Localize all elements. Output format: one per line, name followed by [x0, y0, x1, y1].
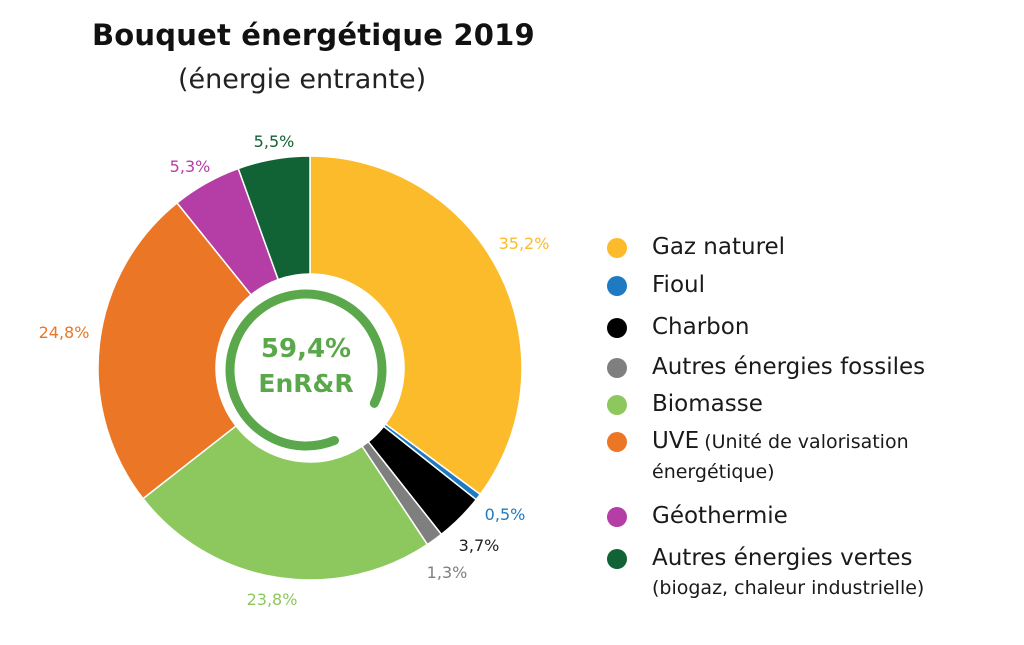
slice-value-label: 3,7% — [459, 536, 500, 555]
legend-swatch — [607, 276, 627, 296]
legend-item: Autres énergies fossiles — [604, 352, 1014, 389]
legend-label: Gaz naturel — [652, 234, 786, 260]
legend-item: Géothermie — [604, 501, 1014, 543]
center-label: EnR&R — [258, 369, 353, 398]
slices-group — [97, 155, 523, 581]
legend-label: Géothermie — [652, 503, 788, 529]
chart-subtitle: (énergie entrante) — [178, 64, 427, 95]
legend-swatch — [607, 358, 627, 378]
enr-progress-arc — [225, 289, 387, 451]
legend-label: Fioul — [652, 272, 705, 298]
donut-hole — [216, 274, 404, 462]
slice-value-label: 0,5% — [485, 505, 526, 524]
legend-item: Fioul — [604, 270, 1014, 312]
legend: Gaz naturel Fioul Charbon Autres énergie… — [604, 232, 1014, 609]
slice-value-label: 35,2% — [499, 234, 550, 253]
legend-swatch — [607, 507, 627, 527]
legend-note: (biogaz, chaleur industrielle) — [652, 577, 925, 599]
legend-note: (Unité de valorisation énergétique) — [652, 431, 909, 483]
slice-value-label: 24,8% — [39, 323, 90, 342]
legend-item: Autres énergies vertes (biogaz, chaleur … — [604, 543, 1014, 609]
slice-value-label: 5,3% — [170, 157, 211, 176]
legend-swatch — [607, 432, 627, 452]
legend-label: Autres énergies fossiles — [652, 354, 926, 380]
legend-swatch — [607, 549, 627, 569]
donut-chart: 35,2% 0,5% 3,7% 1,3% 23,8% 24,8% 5,3% 5,5% 59,4… — [39, 132, 550, 609]
slice-value-label: 1,3% — [427, 563, 468, 582]
center-value: 59,4% — [261, 334, 351, 364]
legend-label: UVE — [652, 428, 700, 454]
legend-swatch — [607, 318, 627, 338]
legend-item: UVE (Unité de valorisation énergétique) — [604, 426, 1014, 501]
legend-item: Biomasse — [604, 389, 1014, 426]
legend-item: Charbon — [604, 312, 1014, 352]
legend-swatch — [607, 395, 627, 415]
legend-label: Biomasse — [652, 391, 763, 417]
slice-autres — [237, 155, 311, 281]
slice-value-label: 23,8% — [247, 590, 298, 609]
chart-title: Bouquet énergétique 2019 — [92, 18, 535, 52]
legend-label: Autres énergies vertes — [652, 545, 913, 571]
legend-swatch — [607, 238, 627, 258]
legend-item: Gaz naturel — [604, 232, 1014, 270]
legend-label: Charbon — [652, 314, 750, 340]
slice-value-label: 5,5% — [254, 132, 295, 151]
slice-labels-group: 35,2% 0,5% 3,7% 1,3% 23,8% 24,8% 5,3% 5,5% — [39, 132, 550, 609]
